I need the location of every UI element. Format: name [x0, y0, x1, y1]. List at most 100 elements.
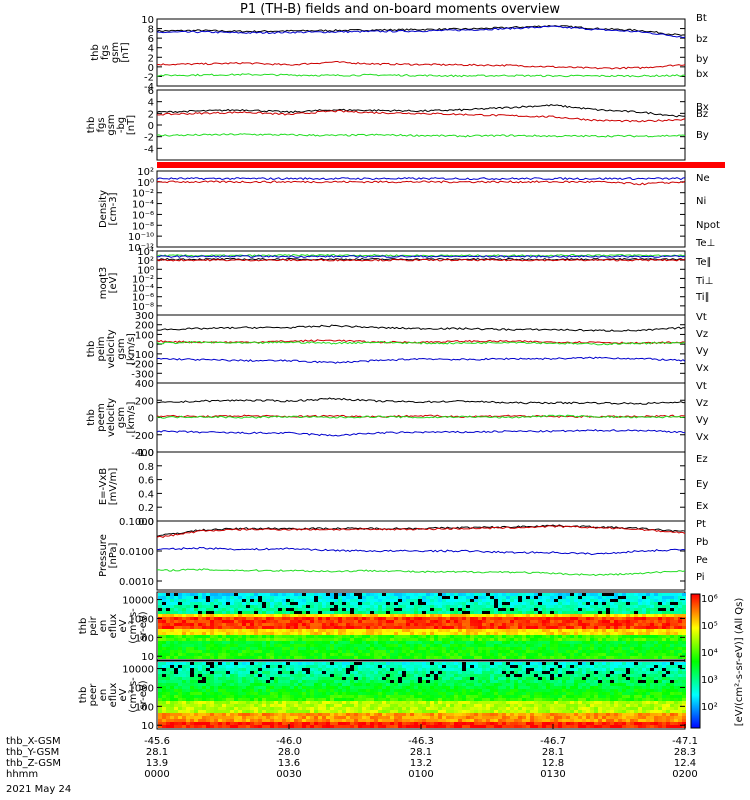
spectrogram-cell	[258, 614, 262, 617]
spectrogram-cell	[538, 641, 542, 644]
spectrogram-cell	[162, 635, 166, 638]
spectrogram-cell	[390, 605, 394, 608]
y-axis-label: thb	[86, 117, 97, 134]
spectrogram-cell	[350, 668, 354, 671]
spectrogram-cell	[322, 677, 326, 680]
spectrogram-cell	[258, 665, 262, 668]
spectrogram-cell	[314, 671, 318, 674]
spectrogram-cell	[258, 704, 262, 707]
spectrogram-cell	[310, 629, 314, 632]
spectrogram-cell	[462, 593, 466, 596]
spectrogram-cell	[258, 701, 262, 704]
spectrogram-cell	[410, 647, 414, 650]
spectrogram-cell	[402, 665, 406, 668]
spectrogram-cell	[306, 689, 310, 692]
spectrogram-cell	[662, 626, 666, 629]
spectrogram-cell	[190, 626, 194, 629]
spectrogram-cell	[378, 605, 382, 608]
spectrogram-cell	[302, 698, 306, 701]
spectrogram-cell	[274, 644, 278, 647]
spectrogram-cell	[454, 632, 458, 635]
spectrogram-cell	[266, 701, 270, 704]
spectrogram-cell	[594, 626, 598, 629]
spectrogram-cell	[374, 698, 378, 701]
spectrogram-cell	[570, 605, 574, 608]
spectrogram-cell	[534, 617, 538, 620]
spectrogram-cell	[466, 695, 470, 698]
spectrogram-cell	[594, 650, 598, 653]
spectrogram-cell	[598, 596, 602, 599]
spectrogram-cell	[462, 620, 466, 623]
spectrogram-cell	[326, 671, 330, 674]
y-axis-label: gsm	[110, 42, 121, 63]
spectrogram-cell	[390, 641, 394, 644]
series-pressure-Pt	[156, 524, 686, 537]
spectrogram-cell	[310, 710, 314, 713]
spectrogram-cell	[374, 707, 378, 710]
spectrogram-cell	[558, 626, 562, 629]
spectrogram-cell	[666, 632, 670, 635]
spectrogram-cell	[290, 614, 294, 617]
spectrogram-cell	[478, 599, 482, 602]
spectrogram-cell	[542, 635, 546, 638]
spectrogram-cell	[246, 614, 250, 617]
spectrogram-cell	[266, 716, 270, 719]
spectrogram-cell	[346, 623, 350, 626]
spectrogram-cell	[346, 695, 350, 698]
spectrogram-cell	[174, 650, 178, 653]
spectrogram-cell	[338, 668, 342, 671]
spectrogram-cell	[466, 671, 470, 674]
spectrogram-cell	[506, 641, 510, 644]
spectrogram-cell	[234, 668, 238, 671]
legend-entry: Ti∥	[695, 292, 710, 303]
spectrogram-cell	[474, 698, 478, 701]
spectrogram-cell	[358, 632, 362, 635]
spectrogram-cell	[158, 710, 162, 713]
spectrogram-cell	[390, 620, 394, 623]
legend-entry: Bz	[696, 109, 708, 120]
spectrogram-cell	[674, 623, 678, 626]
spectrogram-cell	[402, 710, 406, 713]
spectrogram-cell	[430, 656, 434, 659]
spectrogram-cell	[178, 599, 182, 602]
spectrogram-cell	[590, 647, 594, 650]
spectrogram-cell	[682, 608, 686, 611]
spectrogram-cell	[318, 650, 322, 653]
spectrogram-cell	[262, 626, 266, 629]
spectrogram-cell	[250, 665, 254, 668]
spectrogram-cell	[474, 656, 478, 659]
spectrogram-cell	[286, 665, 290, 668]
spectrogram-cell	[186, 644, 190, 647]
spectrogram-cell	[398, 617, 402, 620]
spectrogram-cell	[638, 650, 642, 653]
spectrogram-cell	[422, 605, 426, 608]
spectrogram-cell	[550, 605, 554, 608]
spectrogram-cell	[486, 611, 490, 614]
spectrogram-cell	[578, 641, 582, 644]
spectrogram-cell	[638, 596, 642, 599]
spectrogram-cell	[426, 710, 430, 713]
spectrogram-cell	[394, 704, 398, 707]
y-tick-label: 6	[148, 86, 154, 97]
spectrogram-cell	[350, 674, 354, 677]
spectrogram-cell	[630, 614, 634, 617]
spectrogram-cell	[662, 620, 666, 623]
spectrogram-cell	[526, 632, 530, 635]
spectrogram-cell	[218, 596, 222, 599]
spectrogram-cell	[274, 641, 278, 644]
spectrogram-cell	[574, 593, 578, 596]
spectrogram-cell	[430, 671, 434, 674]
spectrogram-cell	[378, 680, 382, 683]
spectrogram-cell	[230, 671, 234, 674]
spectrogram-cell	[182, 656, 186, 659]
spectrogram-cell	[282, 608, 286, 611]
spectrogram-cell	[406, 692, 410, 695]
spectrogram-cell	[294, 665, 298, 668]
spectrogram-cell	[262, 641, 266, 644]
spectrogram-cell	[318, 644, 322, 647]
spectrogram-cell	[182, 650, 186, 653]
spectrogram-cell	[598, 629, 602, 632]
spectrogram-cell	[346, 662, 350, 665]
spectrogram-cell	[354, 593, 358, 596]
